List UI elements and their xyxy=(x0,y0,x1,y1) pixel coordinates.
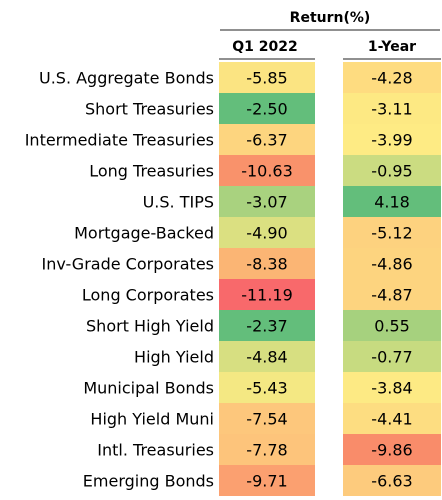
cell-value-label: -5.43 xyxy=(246,379,287,398)
heatmap-row-intl-treasuries: Intl. Treasuries -7.78 -9.86 xyxy=(97,434,441,465)
heatmap-cell xyxy=(219,248,315,279)
row-label: Intl. Treasuries xyxy=(97,441,214,460)
heatmap-cell xyxy=(343,310,441,341)
cell-value-label: -5.12 xyxy=(371,224,412,243)
cell-value-label: -11.19 xyxy=(241,286,293,305)
heatmap-row-short-high-yield: Short High Yield -2.37 0.55 xyxy=(86,310,441,341)
heatmap-cell xyxy=(219,434,315,465)
row-label: Short High Yield xyxy=(86,317,214,336)
cell-value-label: -6.37 xyxy=(246,131,287,150)
heatmap-cell xyxy=(219,310,315,341)
heatmap-row-municipal-bonds: Municipal Bonds -5.43 -3.84 xyxy=(83,372,441,403)
cell-value-label: -4.28 xyxy=(371,69,412,88)
row-label: Inv-Grade Corporates xyxy=(42,255,214,274)
cell-value-label: -5.85 xyxy=(246,69,287,88)
row-label: Short Treasuries xyxy=(85,100,214,119)
cell-value-label: -7.54 xyxy=(246,410,287,429)
heatmap-cell xyxy=(343,341,441,372)
row-label: High Yield Muni xyxy=(90,410,214,429)
heatmap-row-emerging-bonds: Emerging Bonds -9.71 -6.63 xyxy=(83,465,441,496)
cell-value-label: -3.99 xyxy=(371,131,412,150)
heatmap-row-mortgage-backed: Mortgage-Backed -4.90 -5.12 xyxy=(74,217,441,248)
heatmap-cell xyxy=(343,217,441,248)
heatmap-cell xyxy=(219,341,315,372)
heatmap-cell xyxy=(219,279,315,310)
row-label: Mortgage-Backed xyxy=(74,224,214,243)
heatmap-cell xyxy=(343,124,441,155)
row-label: Long Corporates xyxy=(82,286,214,305)
heatmap-row-intermediate-treasuries: Intermediate Treasuries -6.37 -3.99 xyxy=(25,124,441,155)
heatmap-cell xyxy=(343,248,441,279)
cell-value-label: -3.11 xyxy=(371,100,412,119)
cell-value-label: -3.07 xyxy=(246,193,287,212)
cell-value-label: -2.37 xyxy=(246,317,287,336)
cell-value-label: -4.87 xyxy=(371,286,412,305)
heatmap-rows: U.S. Aggregate Bonds -5.85 -4.28 Short Trea… xyxy=(25,62,441,496)
chart-title: Return(%) xyxy=(290,10,371,26)
cell-value-label: -9.71 xyxy=(246,472,287,491)
heatmap-cell xyxy=(343,155,441,186)
heatmap-cell xyxy=(219,124,315,155)
cell-value-label: -0.77 xyxy=(371,348,412,367)
heatmap-row-u-s-aggregate-bonds: U.S. Aggregate Bonds -5.85 -4.28 xyxy=(39,62,441,93)
heatmap-cell xyxy=(219,62,315,93)
heatmap-cell xyxy=(219,403,315,434)
heatmap-cell xyxy=(343,372,441,403)
row-label: Long Treasuries xyxy=(89,162,214,181)
heatmap-row-short-treasuries: Short Treasuries -2.50 -3.11 xyxy=(85,93,441,124)
cell-value-label: -4.86 xyxy=(371,255,412,274)
heatmap-row-inv-grade-corporates: Inv-Grade Corporates -8.38 -4.86 xyxy=(42,248,441,279)
column-header-1-year: 1-Year xyxy=(368,39,416,55)
cell-value-label: -4.41 xyxy=(371,410,412,429)
cell-value-label: -3.84 xyxy=(371,379,412,398)
row-label: High Yield xyxy=(134,348,214,367)
heatmap-cell xyxy=(219,155,315,186)
heatmap-cell xyxy=(343,62,441,93)
cell-value-label: -4.90 xyxy=(246,224,287,243)
heatmap-cell xyxy=(343,186,441,217)
heatmap-row-long-corporates: Long Corporates -11.19 -4.87 xyxy=(82,279,441,310)
heatmap-cell xyxy=(343,279,441,310)
heatmap-cell xyxy=(343,434,441,465)
heatmap-cell xyxy=(219,186,315,217)
heatmap-cell xyxy=(343,465,441,496)
row-label: Intermediate Treasuries xyxy=(25,131,214,150)
row-label: Municipal Bonds xyxy=(83,379,214,398)
cell-value-label: -9.86 xyxy=(371,441,412,460)
cell-value-label: 0.55 xyxy=(374,317,410,336)
heatmap-cell xyxy=(219,93,315,124)
cell-value-label: -7.78 xyxy=(246,441,287,460)
cell-value-label: -10.63 xyxy=(241,162,293,181)
heatmap-row-high-yield: High Yield -4.84 -0.77 xyxy=(134,341,441,372)
row-label: U.S. Aggregate Bonds xyxy=(39,69,214,88)
heatmap-cell xyxy=(219,217,315,248)
heatmap-cell xyxy=(219,372,315,403)
cell-value-label: -8.38 xyxy=(246,255,287,274)
row-label: U.S. TIPS xyxy=(143,193,214,212)
heatmap-row-u-s-tips: U.S. TIPS -3.07 4.18 xyxy=(143,186,441,217)
cell-value-label: -6.63 xyxy=(371,472,412,491)
heatmap-cell xyxy=(219,465,315,496)
cell-value-label: -0.95 xyxy=(371,162,412,181)
heatmap-row-long-treasuries: Long Treasuries -10.63 -0.95 xyxy=(89,155,441,186)
cell-value-label: 4.18 xyxy=(374,193,410,212)
heatmap-cell xyxy=(343,403,441,434)
column-header-q1-2022: Q1 2022 xyxy=(232,39,297,55)
cell-value-label: -2.50 xyxy=(246,100,287,119)
cell-value-label: -4.84 xyxy=(246,348,287,367)
heatmap-cell xyxy=(343,93,441,124)
heatmap-row-high-yield-muni: High Yield Muni -7.54 -4.41 xyxy=(90,403,441,434)
row-label: Emerging Bonds xyxy=(83,472,214,491)
